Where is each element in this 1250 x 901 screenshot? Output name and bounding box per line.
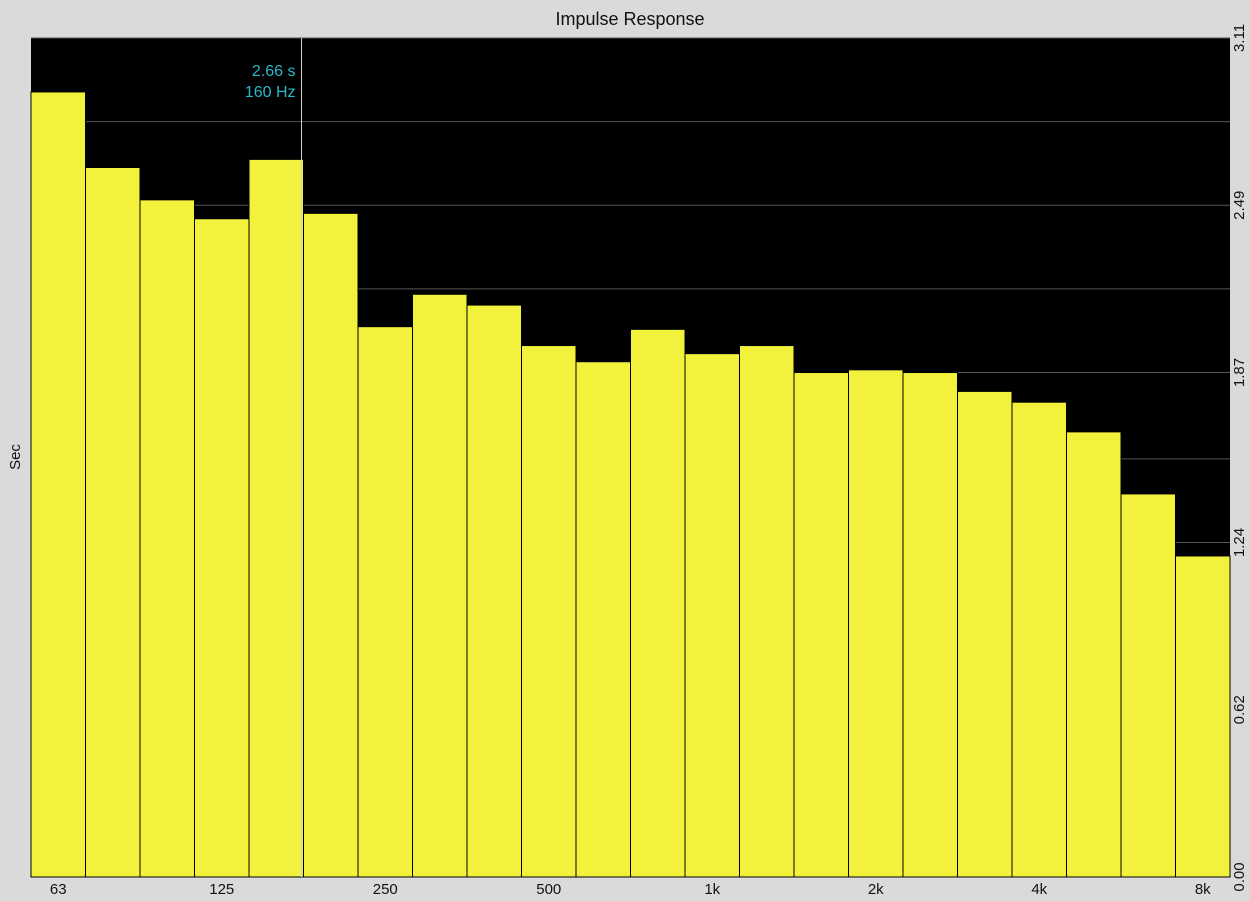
bar: [30, 91, 86, 878]
bar: [303, 212, 359, 878]
bar: [848, 369, 904, 878]
x-tick-label: 250: [373, 881, 398, 898]
bar: [630, 328, 686, 878]
x-tick-label: 8k: [1195, 881, 1211, 898]
y-tick-label: 0.00: [1231, 862, 1248, 891]
cursor-readout: 2.66 s: [252, 63, 296, 80]
cursor-readout: 160 Hz: [245, 84, 296, 101]
y-tick-label: 1.87: [1231, 358, 1248, 387]
x-tick-label: 1k: [704, 881, 720, 898]
bar: [521, 345, 577, 878]
x-tick-label: 500: [536, 881, 561, 898]
bar: [466, 304, 522, 878]
x-tick-label: 125: [209, 881, 234, 898]
bar: [1175, 555, 1231, 878]
y-axis-label: Sec: [7, 444, 24, 470]
bar: [1120, 493, 1176, 878]
bar: [793, 372, 849, 878]
x-tick-label: 2k: [868, 881, 884, 898]
bar: [1011, 401, 1067, 878]
y-tick-label: 1.24: [1231, 528, 1248, 557]
y-tick-label: 2.49: [1231, 191, 1248, 220]
bar: [902, 372, 958, 878]
bar: [575, 361, 631, 878]
y-tick-label: 0.62: [1231, 695, 1248, 724]
bar: [194, 218, 250, 878]
bar: [248, 158, 304, 878]
x-tick-label: 63: [50, 881, 67, 898]
chart-title: Impulse Response: [555, 9, 704, 29]
bar: [139, 199, 195, 878]
bar: [957, 390, 1013, 878]
bar: [684, 353, 740, 878]
y-tick-label: 3.11: [1231, 24, 1248, 52]
bar: [412, 293, 468, 878]
bar: [1066, 431, 1122, 878]
bar: [739, 345, 795, 878]
bar: [85, 166, 141, 878]
x-tick-label: 4k: [1031, 881, 1047, 898]
bar: [357, 326, 413, 878]
